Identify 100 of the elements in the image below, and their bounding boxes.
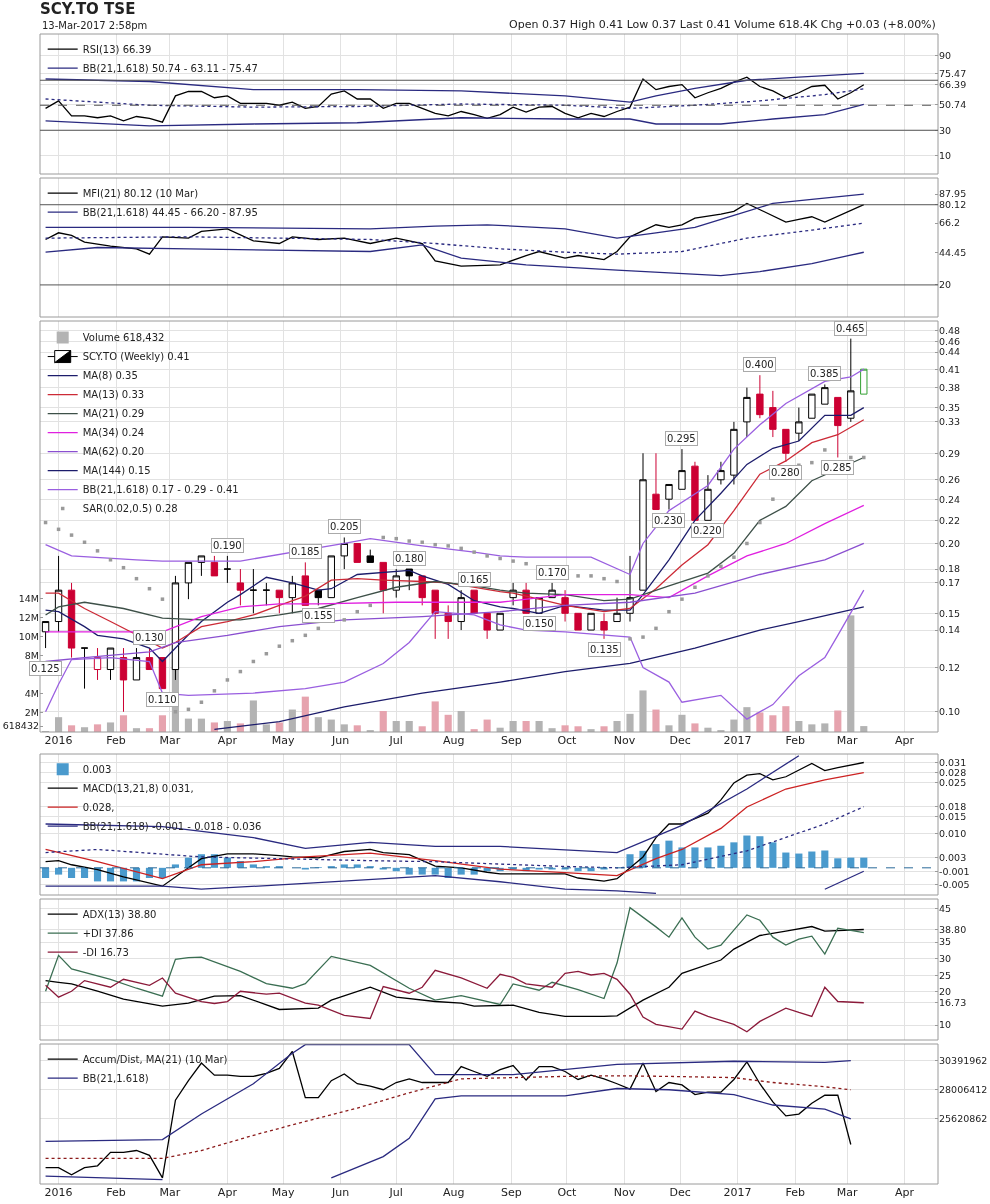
y-tick-label: 75.47 [939, 67, 967, 79]
y-tick-label: 16.73 [939, 997, 967, 1009]
y-tick-label: 0.010 [939, 828, 967, 840]
x-tick-label: Feb [785, 1186, 805, 1199]
y-tick-label: 30 [939, 124, 952, 136]
legend-label: MA(21) 0.29 [82, 408, 145, 420]
x-tick-label: Sep [500, 1186, 522, 1199]
annotation: 0.190 [213, 540, 242, 551]
y2-tick-label: 2M [24, 707, 39, 719]
y-tick-label: 30 [939, 953, 952, 965]
y-tick-label: 20 [939, 279, 952, 291]
y-tick-label: 0.22 [939, 514, 961, 526]
y-tick-label: 10 [939, 1019, 952, 1031]
y-tick-label: 0.10 [939, 706, 961, 718]
x-tick-label: Aug [443, 1186, 465, 1199]
legend-label: BB(21,1.618) 44.45 - 66.20 - 87.95 [82, 207, 258, 219]
y2-tick-label: 10M [18, 630, 39, 642]
y-tick-label: 90 [939, 49, 952, 61]
text: Open 0.37 High 0.41 Low 0.37 Last 0.41 Volume 618.4K Chg +0.03 (+8.00%) [509, 18, 936, 31]
y-tick-label: 25620862 [939, 1113, 988, 1125]
legend-label: SAR(0.02,0.5) 0.28 [82, 503, 178, 515]
y-tick-label: 0.018 [939, 800, 967, 812]
legend-label: Volume 618,432 [82, 332, 165, 344]
x-tick-label: Apr [895, 1186, 915, 1199]
x-tick-label: 2016 [44, 1186, 73, 1199]
annotation: 0.205 [330, 521, 359, 532]
y-tick-label: 20 [939, 986, 952, 998]
x-tick-label: Mar [159, 734, 181, 747]
y-tick-label: 87.95 [939, 188, 967, 200]
y-tick-label: 0.015 [939, 811, 967, 823]
x-tick-label: May [271, 734, 295, 747]
x-tick-label: May [271, 1186, 295, 1199]
annotation: 0.385 [810, 368, 839, 379]
x-tick-label: Jun [330, 734, 350, 747]
y-tick-label: 0.24 [939, 493, 961, 505]
y-tick-label: 38.80 [939, 923, 967, 935]
x-tick-label: 2017 [723, 734, 752, 747]
x-tick-label: Sep [500, 734, 522, 747]
y2-tick-label: 4M [24, 688, 39, 700]
annotation: 0.125 [31, 663, 60, 674]
legend-label: MA(144) 0.15 [82, 465, 151, 477]
y2-tick-label: 12M [18, 611, 39, 623]
y-tick-label: 0.26 [939, 474, 961, 486]
legend-label: SCY.TO (Weekly) 0.41 [82, 351, 190, 363]
x-tick-label: 2017 [723, 1186, 752, 1199]
annotation: 0.230 [654, 515, 683, 526]
y-tick-label: 0.41 [939, 363, 961, 375]
y-tick-label: 25 [939, 969, 952, 981]
legend-label: BB(21,1.618) [82, 1073, 149, 1085]
annotation: 0.280 [771, 467, 800, 478]
y-tick-label: 80.12 [939, 198, 967, 210]
x-tick-label: Jul [388, 1186, 403, 1199]
y-tick-label: 66.2 [939, 217, 961, 229]
legend-label: +DI 37.86 [82, 928, 134, 940]
x-tick-label: Mar [159, 1186, 181, 1199]
y-tick-label: 0.44 [939, 346, 961, 358]
y-tick-label: 0.48 [939, 325, 961, 337]
y-tick-label: 66.39 [939, 79, 967, 91]
chart-subtitle: 13-Mar-2017 2:58pm [42, 20, 148, 31]
y-tick-label: 0.031 [939, 756, 967, 768]
legend-label: MA(34) 0.24 [82, 427, 145, 439]
x-tick-label: Nov [613, 734, 636, 747]
annotation: 0.180 [395, 553, 424, 564]
y-tick-label: 0.025 [939, 777, 967, 789]
y-tick-label: 28006412 [939, 1084, 988, 1096]
y-tick-label: 45 [939, 903, 952, 915]
x-tick-label: Apr [217, 1186, 238, 1199]
x-tick-label: Dec [669, 734, 691, 747]
annotation: 0.150 [525, 618, 554, 629]
annotation: 0.185 [291, 546, 320, 557]
legend-label: 0.003 [82, 764, 112, 776]
y2-tick-label: 8M [24, 649, 39, 661]
y2-tick-label: 618432 [2, 720, 39, 732]
annotation: 0.155 [304, 610, 333, 621]
y-tick-label: 30391962 [939, 1054, 988, 1066]
y-tick-label: 0.18 [939, 563, 961, 575]
y-tick-label: -0.001 [939, 865, 970, 877]
legend-label: MACD(13,21,8) 0.031, [82, 783, 194, 795]
x-tick-label: Oct [557, 734, 578, 747]
y-tick-label: 0.29 [939, 447, 961, 459]
annotation: 0.165 [460, 574, 489, 585]
x-tick-label: Apr [895, 734, 915, 747]
legend-label: BB(21,1.618) 0.17 - 0.29 - 0.41 [82, 484, 239, 496]
y-tick-label: 0.003 [939, 851, 967, 863]
legend-label: MA(62) 0.20 [82, 446, 145, 458]
y-tick-label: 50.74 [939, 98, 967, 110]
x-tick-label: Mar [836, 734, 858, 747]
y-tick-label: 0.12 [939, 661, 961, 673]
y-tick-label: 0.14 [939, 624, 961, 636]
annotation: 0.285 [823, 462, 852, 473]
x-tick-label: Oct [557, 1186, 578, 1199]
y-tick-label: 44.45 [939, 246, 967, 258]
y-tick-label: 0.20 [939, 537, 961, 549]
legend-label: Accum/Dist, MA(21) (10 Mar) [82, 1054, 228, 1066]
x-tick-label: Feb [785, 734, 805, 747]
y-tick-label: 0.35 [939, 401, 961, 413]
annotation: 0.130 [135, 632, 164, 643]
y-tick-label: 35 [939, 936, 952, 948]
chart-title: SCY.TO TSE [40, 0, 136, 18]
legend-label: -DI 16.73 [82, 947, 129, 959]
